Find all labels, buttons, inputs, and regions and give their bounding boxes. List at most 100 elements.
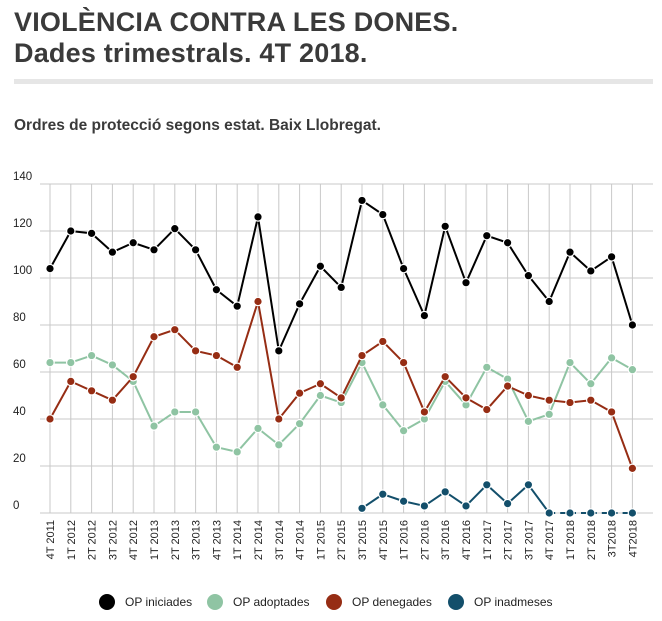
data-point: [440, 487, 450, 497]
series-line-segment: [277, 422, 301, 446]
data-point: [606, 252, 617, 262]
y-tick-label: 60: [13, 359, 26, 371]
series-line-segment: [49, 380, 72, 420]
series-line-segment: [402, 361, 426, 413]
x-tick-label: 3T 2016: [440, 520, 452, 560]
x-tick-label: 2T 2017: [503, 520, 515, 560]
data-point: [107, 395, 118, 405]
series-line-segment: [277, 392, 301, 420]
series-line-segment: [194, 248, 218, 291]
x-tick-label: 1T 2012: [66, 520, 78, 560]
data-point: [45, 263, 55, 274]
data-point: [502, 237, 513, 248]
x-tick-label: 4T 2014: [295, 520, 307, 560]
x-tick-label: 1T 2016: [399, 520, 411, 560]
data-point: [565, 247, 575, 257]
data-point: [544, 296, 554, 307]
y-tick-label: 140: [13, 171, 32, 183]
y-tick-label: 40: [13, 406, 26, 418]
data-point: [315, 378, 326, 389]
legend-label: OP adoptades: [233, 595, 310, 609]
data-point: [461, 501, 471, 511]
data-point: [107, 360, 118, 370]
data-point: [336, 282, 346, 293]
series-line-segment: [423, 225, 447, 317]
data-point: [398, 496, 409, 507]
series-line-segment: [465, 483, 488, 507]
data-point: [502, 498, 513, 509]
x-tick-label: 4T 2011: [45, 520, 57, 559]
series-line-segment: [485, 385, 509, 411]
legend-label: OP denegades: [352, 595, 432, 609]
data-point: [585, 395, 596, 405]
series-line-segment: [236, 215, 259, 308]
x-tick-label: 3T 2014: [274, 520, 286, 560]
x-tick-label: 3T 2015: [357, 520, 369, 560]
data-point: [565, 508, 575, 518]
series-line-segment: [527, 483, 551, 514]
data-point: [294, 388, 305, 398]
x-tick-label: 4T 2016: [461, 520, 473, 560]
x-tick-label: 2T 2015: [336, 520, 348, 560]
data-point: [606, 407, 617, 417]
data-point: [232, 362, 242, 373]
series-line-segment: [298, 394, 322, 425]
data-point: [544, 409, 554, 420]
chart-series: [45, 195, 638, 518]
data-point: [128, 371, 138, 382]
series-line-segment: [49, 230, 72, 270]
chart-title: Ordres de protecció segons estat. Baix L…: [14, 117, 381, 134]
data-point: [149, 421, 159, 431]
series-line-segment: [257, 300, 280, 420]
title-divider: [14, 79, 653, 84]
series-line-segment: [257, 215, 280, 352]
data-point: [627, 463, 638, 474]
series-line-segment: [132, 380, 155, 428]
data-point: [315, 390, 326, 401]
data-point: [544, 395, 554, 405]
data-point: [66, 357, 76, 368]
legend-item: OP inadmeses: [448, 592, 553, 612]
data-point: [377, 489, 388, 499]
data-point: [45, 414, 55, 424]
x-tick-label: 1T 2014: [232, 520, 244, 560]
data-point: [107, 247, 118, 257]
data-point: [481, 230, 492, 241]
series-line-segment: [610, 410, 634, 470]
series-line-segment: [423, 375, 447, 413]
x-tick-label: 1T 2013: [149, 520, 161, 560]
series-line-segment: [361, 361, 384, 406]
title-line-1: VIOLÈNCIA CONTRA LES DONES.: [14, 7, 459, 37]
series-line-segment: [111, 375, 135, 402]
data-point: [149, 331, 159, 342]
data-point: [128, 237, 138, 248]
page-title: VIOLÈNCIA CONTRA LES DONES. Dades trimes…: [14, 7, 458, 69]
series-line-segment: [381, 340, 405, 364]
x-tick-label: 2T 2012: [87, 520, 99, 560]
data-point: [253, 296, 263, 307]
title-line-2: Dades trimestrals. 4T 2018.: [14, 38, 368, 68]
data-point: [585, 378, 596, 389]
legend-item: OP iniciades: [99, 592, 192, 612]
data-point: [253, 423, 263, 434]
series-line-segment: [444, 225, 467, 284]
x-tick-label: 4T 2012: [128, 520, 140, 560]
data-point: [544, 508, 554, 518]
data-point: [377, 336, 388, 347]
series-line-segment: [173, 227, 197, 251]
x-tick-label: 3T2018: [607, 520, 619, 557]
y-tick-label: 80: [13, 312, 26, 324]
chart-grid: [40, 183, 653, 514]
data-point: [481, 362, 492, 373]
series-line-segment: [277, 302, 301, 352]
data-point: [149, 245, 159, 255]
series-line-segment: [402, 267, 426, 317]
data-point: [190, 407, 201, 417]
series-op-denegades: [45, 296, 638, 474]
data-point: [253, 212, 263, 222]
data-point: [273, 414, 284, 424]
series-line-segment: [465, 234, 488, 284]
data-point: [377, 209, 388, 220]
series-line-segment: [548, 361, 571, 416]
